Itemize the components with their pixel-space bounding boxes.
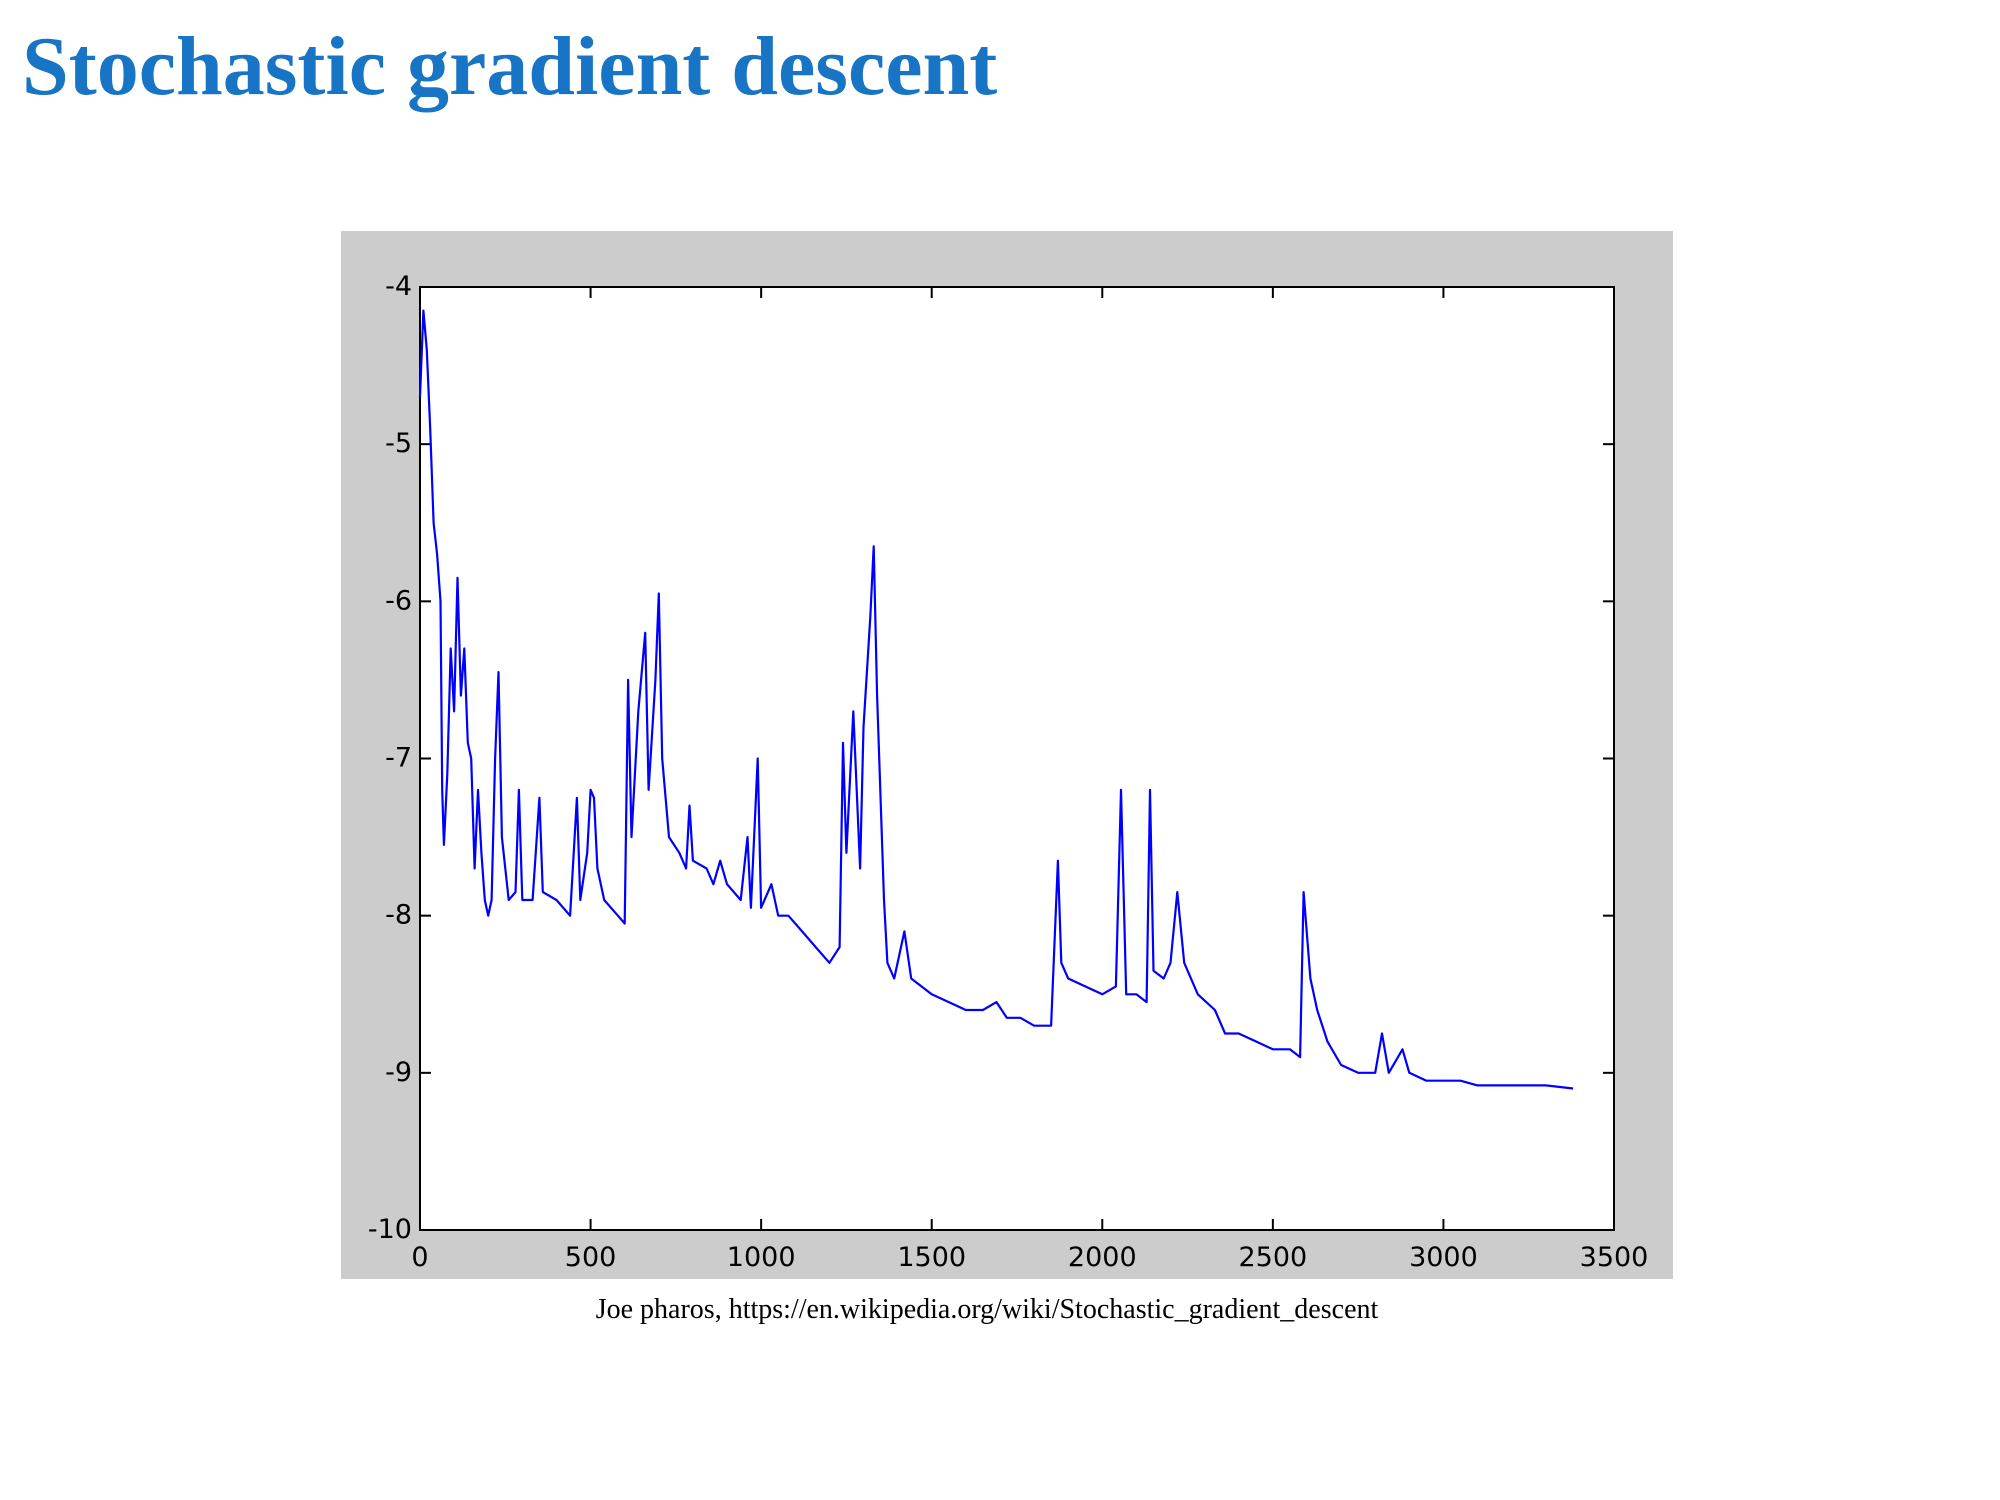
y-tick-label: -4 <box>385 271 412 302</box>
x-tick-label: 1000 <box>727 1242 796 1273</box>
x-tick-label: 1500 <box>897 1242 966 1273</box>
y-tick-label: -8 <box>385 900 412 931</box>
x-tick-label: 3000 <box>1409 1242 1478 1273</box>
x-tick-label: 3500 <box>1580 1242 1649 1273</box>
x-tick-label: 2000 <box>1068 1242 1137 1273</box>
y-tick-label: -6 <box>385 585 412 616</box>
x-tick-label: 0 <box>411 1242 428 1273</box>
x-tick-label: 2500 <box>1238 1242 1307 1273</box>
data-line <box>418 309 1574 1090</box>
y-tick-label: -5 <box>385 428 412 459</box>
plot-area <box>419 286 1615 1231</box>
caption: Joe pharos, https://en.wikipedia.org/wik… <box>595 1294 1379 1325</box>
y-tick-label: -7 <box>385 743 412 774</box>
x-tick-label: 500 <box>565 1242 617 1273</box>
y-tick-label: -10 <box>368 1214 412 1245</box>
y-tick-label: -9 <box>385 1057 412 1088</box>
slide-title: Stochastic gradient descent <box>22 20 998 113</box>
